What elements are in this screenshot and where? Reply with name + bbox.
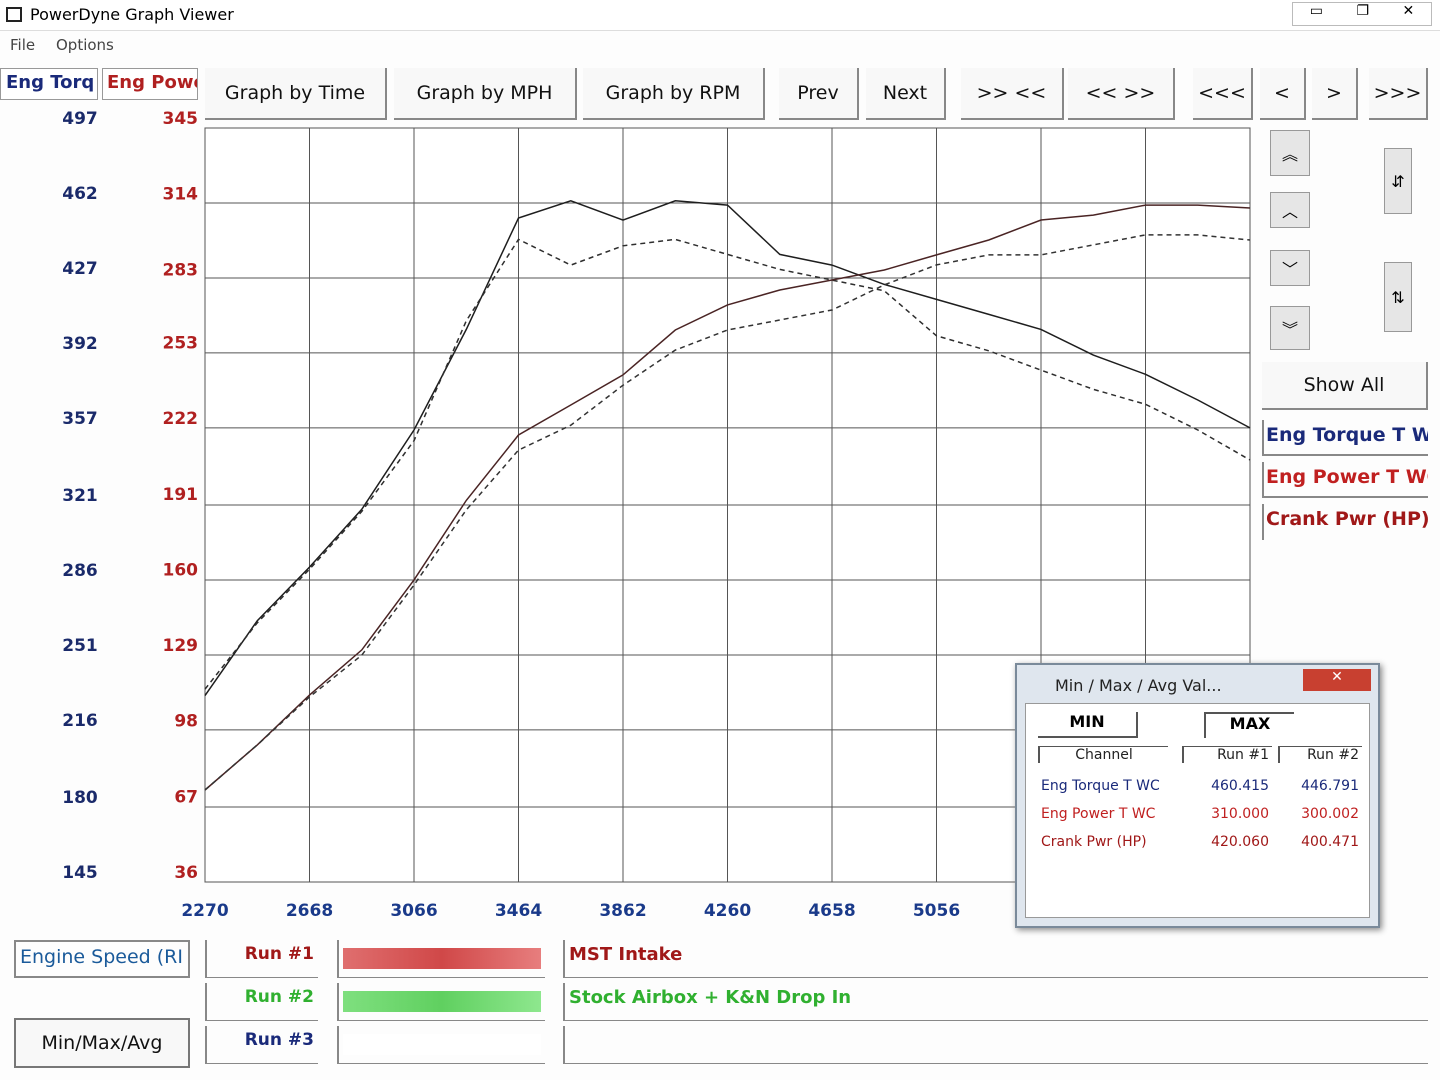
- line: [204, 234, 1251, 791]
- scroll-up[interactable]: ︿: [1270, 192, 1310, 228]
- dialog-body: MIN MAX Channel Run #1 Run #2 Eng Torque T …: [1025, 703, 1370, 918]
- tab[interactable]: Eng Powe: [102, 68, 198, 100]
- y-tick-label: 462: [62, 184, 98, 204]
- table-cell: Crank Pwr (HP): [1041, 834, 1147, 850]
- table-cell: 446.791: [1301, 778, 1359, 794]
- run-swatch: [337, 983, 545, 1021]
- x-tick-label: 4260: [704, 901, 751, 921]
- table-cell: 460.415: [1211, 778, 1269, 794]
- run-label: Run #3: [205, 1026, 318, 1064]
- channel[interactable]: Crank Pwr (HP): [1262, 504, 1428, 540]
- run-description: Stock Airbox + K&N Drop In: [563, 983, 1428, 1021]
- min-max-avg-button[interactable]: Min/Max/Avg: [14, 1018, 190, 1068]
- x-tick-label: 3066: [390, 901, 437, 921]
- x-tick-label: 3464: [495, 901, 542, 921]
- close-button[interactable]: ✕: [1303, 669, 1371, 691]
- scroll-down[interactable]: ﹀: [1270, 250, 1310, 286]
- dialog-title: Min / Max / Avg Val...: [1055, 676, 1222, 695]
- tab[interactable]: MAX: [1204, 712, 1294, 738]
- toolbar-button[interactable]: Graph by Time: [205, 68, 387, 120]
- y-tick-label: 216: [62, 711, 98, 731]
- tab[interactable]: MIN: [1038, 712, 1138, 738]
- table-cell: Channel: [1038, 746, 1168, 763]
- table-cell: 400.471: [1301, 834, 1359, 850]
- app-icon: [6, 7, 22, 22]
- scroll-top[interactable]: ︽: [1270, 130, 1310, 176]
- menu-file[interactable]: File: [10, 36, 36, 54]
- table-cell: Run #1: [1182, 746, 1272, 763]
- line: [204, 200, 1251, 697]
- y2-tick-label: 283: [163, 260, 199, 280]
- y-tick-label: 145: [62, 863, 98, 883]
- menu-options[interactable]: Options: [56, 36, 114, 54]
- run-label: Run #1: [205, 940, 318, 978]
- y2-tick-label: 345: [163, 109, 199, 129]
- tab[interactable]: Eng Torq: [0, 68, 98, 100]
- toolbar-button[interactable]: <<<: [1193, 68, 1253, 120]
- y-tick-label: 427: [62, 259, 98, 279]
- table-cell: 420.060: [1211, 834, 1269, 850]
- show-all-button[interactable]: Show All: [1262, 362, 1428, 410]
- table-cell: 310.000: [1211, 806, 1269, 822]
- x-tick-label: 3862: [599, 901, 646, 921]
- zoom-in[interactable]: ⇵: [1384, 148, 1412, 214]
- table-cell: 300.002: [1301, 806, 1359, 822]
- y-tick-label: 286: [62, 561, 98, 581]
- x-tick-label: 4658: [808, 901, 855, 921]
- window-controls[interactable]: ▭ ❐ ✕: [1292, 2, 1432, 26]
- toolbar-button[interactable]: <: [1260, 68, 1306, 120]
- table-cell: Eng Torque T WC: [1041, 778, 1160, 794]
- run-label: Run #2: [205, 983, 318, 1021]
- y2-tick-label: 36: [174, 863, 198, 883]
- toolbar-button[interactable]: >> <<: [961, 68, 1064, 120]
- toolbar-button[interactable]: Graph by MPH: [394, 68, 577, 120]
- y2-tick-label: 191: [163, 485, 199, 505]
- y-tick-label: 251: [62, 636, 98, 656]
- title-bar: PowerDyne Graph Viewer ▭ ❐ ✕: [0, 0, 1440, 31]
- y2-tick-label: 253: [163, 333, 199, 353]
- line: [204, 204, 1251, 791]
- channel[interactable]: Eng Power T WC: [1262, 462, 1428, 498]
- y2-tick-label: 222: [163, 409, 199, 429]
- scroll-bottom[interactable]: ︾: [1270, 306, 1310, 350]
- x-tick-label: 2270: [181, 901, 228, 921]
- dialog: Min / Max / Avg Val... ✕ MIN MAX Channel…: [1015, 663, 1380, 928]
- toolbar-button[interactable]: << >>: [1068, 68, 1175, 120]
- channel[interactable]: Eng Torque T WC: [1262, 420, 1428, 456]
- y2-tick-label: 67: [174, 787, 198, 807]
- y2-tick-label: 314: [163, 185, 199, 205]
- run-swatch: [337, 940, 545, 978]
- y2-tick-label: 129: [163, 636, 199, 656]
- toolbar-button[interactable]: Next: [866, 68, 946, 120]
- y-tick-label: 321: [62, 486, 98, 506]
- run-description: [563, 1026, 1428, 1064]
- toolbar-button[interactable]: >: [1312, 68, 1358, 120]
- y2-tick-label: 98: [174, 712, 198, 732]
- window-title: PowerDyne Graph Viewer: [30, 5, 234, 24]
- run-swatch: [337, 1026, 545, 1064]
- y-tick-label: 180: [62, 788, 98, 808]
- table-cell: Eng Power T WC: [1041, 806, 1156, 822]
- y-tick-label: 392: [62, 334, 98, 354]
- run-description: MST Intake: [563, 940, 1428, 978]
- x-tick-label: 2668: [286, 901, 333, 921]
- zoom-out[interactable]: ⇅: [1384, 262, 1412, 332]
- x-channel[interactable]: Engine Speed (RI: [14, 940, 190, 978]
- y-tick-label: 497: [62, 109, 98, 129]
- y2-tick-label: 160: [163, 560, 199, 580]
- y-tick-label: 357: [62, 409, 98, 429]
- toolbar-button[interactable]: Graph by RPM: [583, 68, 765, 120]
- toolbar-button[interactable]: >>>: [1369, 68, 1428, 120]
- x-tick-label: 5056: [913, 901, 960, 921]
- table-cell: Run #2: [1278, 746, 1362, 763]
- toolbar-button[interactable]: Prev: [779, 68, 859, 120]
